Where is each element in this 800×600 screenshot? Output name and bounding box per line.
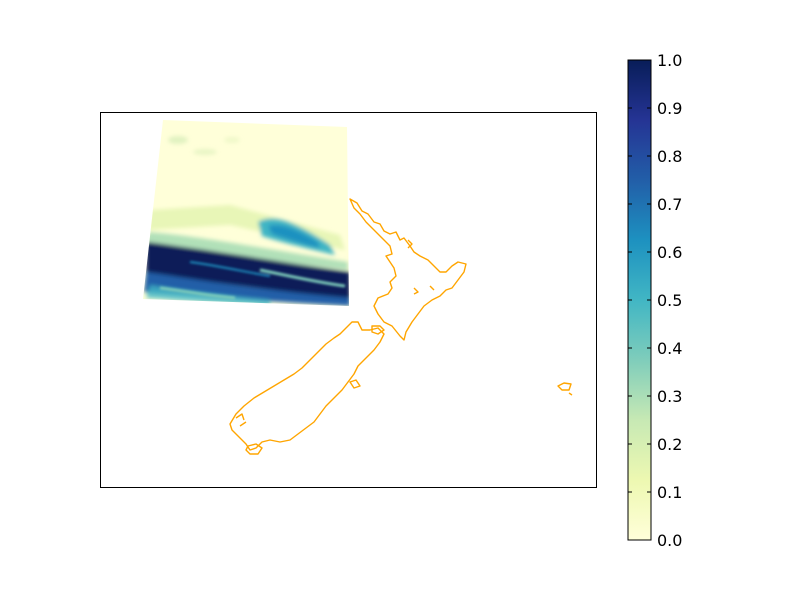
south-island-coastline xyxy=(229,321,385,451)
north-island-coastline xyxy=(349,198,467,341)
chatham-islands-coastline xyxy=(557,382,572,391)
colorbar-tick-label: 0.4 xyxy=(657,339,682,358)
stewart-island-coastline xyxy=(245,443,263,455)
colorbar-tick-label: 0.0 xyxy=(657,531,682,550)
field-raster xyxy=(143,120,349,306)
colorbar-tick-label: 0.3 xyxy=(657,387,682,406)
colorbar-tick-label: 0.9 xyxy=(657,99,682,118)
colorbar-tick-label: 0.6 xyxy=(657,243,682,262)
colorbar-tick-label: 1.0 xyxy=(657,51,682,70)
colorbar-ticks: 0.0 0.1 0.2 0.3 0.4 0.5 0.6 0.7 0.8 0.9 1.0 xyxy=(628,51,682,550)
colorbar-tick-label: 0.1 xyxy=(657,483,682,502)
colorbar-tick-label: 0.5 xyxy=(657,291,682,310)
colorbar-tick-label: 0.7 xyxy=(657,195,682,214)
colorbar-tick-label: 0.2 xyxy=(657,435,682,454)
coastline xyxy=(229,198,573,455)
colorbar-tick-label: 0.8 xyxy=(657,147,682,166)
